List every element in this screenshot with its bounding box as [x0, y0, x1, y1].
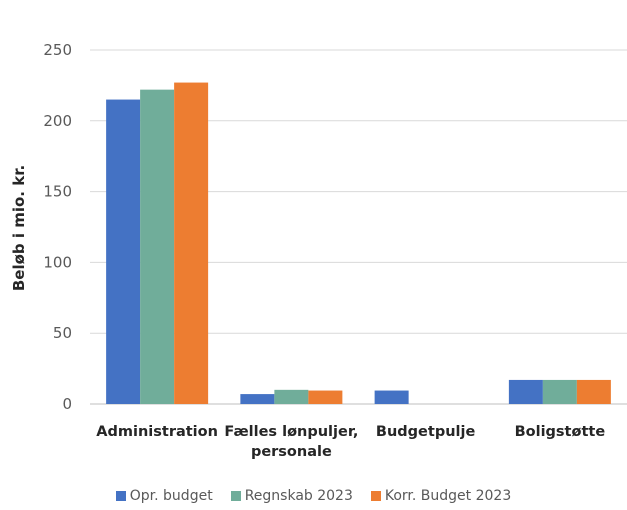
bars [106, 82, 611, 405]
legend-label: Korr. Budget 2023 [384, 488, 512, 504]
legend-swatch [115, 491, 126, 501]
bar [274, 389, 309, 404]
bar [542, 379, 577, 404]
x-category-label: Fælles lønpuljer, personale [224, 424, 358, 460]
bar [308, 390, 343, 404]
bar [140, 89, 175, 404]
bar [174, 82, 209, 405]
y-axis-title: Beløb i mio. kr. [10, 165, 28, 291]
legend-item: Opr. budget [115, 488, 213, 504]
y-axis-ticks: 0 50 100 150 200 250 [43, 41, 72, 413]
y-tick-label: 150 [43, 183, 72, 201]
bar [106, 99, 141, 404]
y-tick-label: 200 [43, 112, 72, 130]
x-category-label: Boligstøtte [515, 424, 606, 440]
y-tick-label: 50 [53, 324, 72, 342]
x-category-label: Budgetpulje [376, 424, 476, 440]
y-tick-label: 100 [43, 253, 72, 271]
legend-item: Regnskab 2023 [230, 488, 353, 504]
legend-swatch [370, 491, 381, 501]
legend-swatch [230, 491, 241, 501]
y-tick-label: 250 [43, 41, 72, 59]
bar [576, 379, 611, 404]
x-axis-categories: Administration Fælles lønpuljer, personale… [96, 424, 605, 460]
bar [508, 379, 543, 404]
y-tick-label: 0 [62, 395, 72, 413]
legend: Opr. budget Regnskab 2023 Korr. Budget 202… [0, 488, 627, 504]
legend-label: Regnskab 2023 [244, 488, 353, 504]
x-category-label: Administration [96, 424, 218, 440]
bar [374, 390, 409, 404]
legend-label: Opr. budget [129, 488, 213, 504]
bar [240, 394, 275, 404]
legend-item: Korr. Budget 2023 [370, 488, 512, 504]
